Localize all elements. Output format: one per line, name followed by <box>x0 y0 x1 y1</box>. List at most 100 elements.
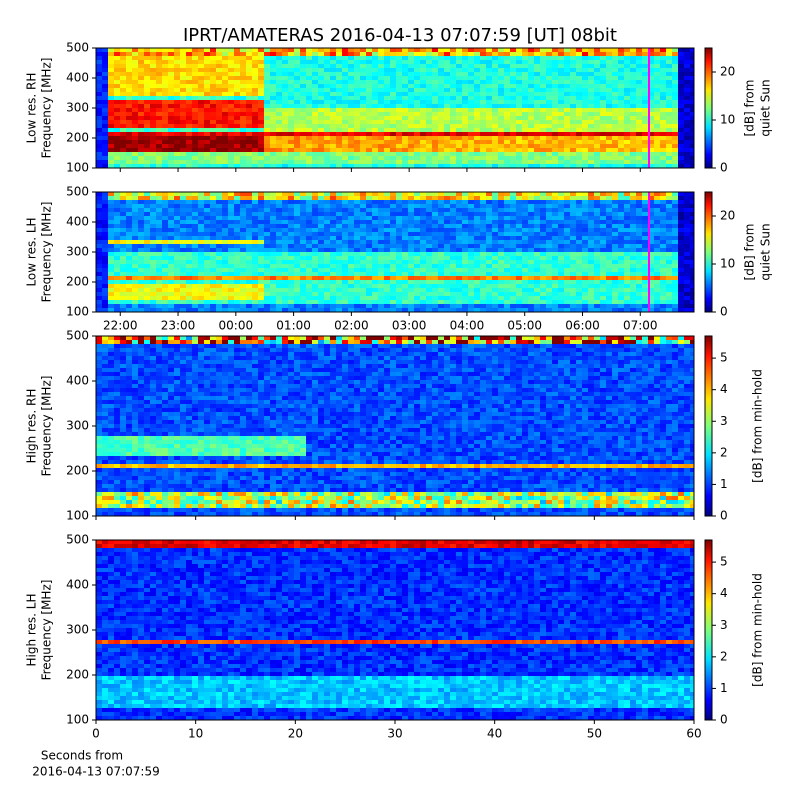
spectrogram-cell <box>342 260 348 264</box>
spectrogram-cell <box>168 264 174 268</box>
spectrogram-cell <box>234 228 240 232</box>
spectrogram-cell <box>222 276 228 280</box>
spectrogram-cell <box>432 68 438 72</box>
spectrogram-cell <box>150 132 156 136</box>
spectrogram-cell <box>234 140 240 144</box>
spectrogram-cell <box>156 260 162 264</box>
spectrogram-cell <box>330 132 336 136</box>
spectrogram-cell <box>540 156 546 160</box>
spectrogram-cell <box>348 104 354 108</box>
spectrogram-cell <box>486 208 492 212</box>
spectrogram-cell <box>228 284 234 288</box>
spectrogram-cell <box>258 68 264 72</box>
spectrogram-cell <box>354 104 360 108</box>
spectrogram-cell <box>114 144 120 148</box>
spectrogram-cell <box>270 224 276 228</box>
spectrogram-cell <box>216 196 222 200</box>
spectrogram-cell <box>576 96 582 100</box>
spectrogram-cell <box>540 104 546 108</box>
spectrogram-cell <box>390 136 396 140</box>
spectrogram-cell <box>240 76 246 80</box>
spectrogram-cell <box>306 284 312 288</box>
spectrogram-cell <box>288 108 294 112</box>
spectrogram-cell <box>264 104 270 108</box>
spectrogram-cell <box>186 204 192 208</box>
spectrogram-cell <box>366 132 372 136</box>
spectrogram-cell <box>624 56 630 60</box>
spectrogram-cell <box>132 108 138 112</box>
spectrogram-cell <box>564 60 570 64</box>
spectrogram-cell <box>156 112 162 116</box>
spectrogram-cell <box>282 108 288 112</box>
spectrogram-cell <box>300 76 306 80</box>
spectrogram-cell <box>318 192 324 196</box>
spectrogram-cell <box>408 48 414 52</box>
spectrogram-cell <box>192 164 198 168</box>
spectrogram-cell <box>312 76 318 80</box>
spectrogram-cell <box>198 208 204 212</box>
spectrogram-cell <box>486 48 492 52</box>
spectrogram-cell <box>282 84 288 88</box>
spectrogram-cell <box>672 80 678 84</box>
spectrogram-cell <box>138 60 144 64</box>
spectrogram-cell <box>330 60 336 64</box>
spectrogram-cell <box>192 304 198 308</box>
spectrogram-cell <box>300 84 306 88</box>
spectrogram-cell <box>270 80 276 84</box>
spectrogram-cell <box>480 300 486 304</box>
spectrogram-cell <box>288 268 294 272</box>
spectrogram-cell <box>354 204 360 208</box>
spectrogram-cell <box>600 60 606 64</box>
spectrogram-cell <box>492 96 498 100</box>
spectrogram-cell <box>198 156 204 160</box>
spectrogram-cell <box>336 212 342 216</box>
spectrogram-cell <box>372 116 378 120</box>
spectrogram-cell <box>228 156 234 160</box>
spectrogram-cell <box>384 236 390 240</box>
spectrogram-cell <box>258 264 264 268</box>
spectrogram-cell <box>348 220 354 224</box>
spectrogram-cell <box>342 252 348 256</box>
spectrogram-cell <box>354 304 360 308</box>
spectrogram-cell <box>330 48 336 52</box>
spectrogram-cell <box>354 244 360 248</box>
spectrogram-cell <box>342 296 348 300</box>
spectrogram-cell <box>168 196 174 200</box>
spectrogram-cell <box>450 68 456 72</box>
spectrogram-cell <box>228 204 234 208</box>
spectrogram-cell <box>306 216 312 220</box>
spectrogram-cell <box>306 128 312 132</box>
spectrogram-cell <box>216 140 222 144</box>
spectrogram-cell <box>366 72 372 76</box>
spectrogram-cell <box>294 112 300 116</box>
spectrogram-cell <box>384 156 390 160</box>
spectrogram-cell <box>474 152 480 156</box>
spectrogram-cell <box>204 68 210 72</box>
spectrogram-cell <box>432 80 438 84</box>
spectrogram-cell <box>174 64 180 68</box>
spectrogram-cell <box>288 252 294 256</box>
spectrogram-cell <box>546 160 552 164</box>
spectrogram-cell <box>198 92 204 96</box>
spectrogram-cell <box>306 80 312 84</box>
spectrogram-cell <box>252 192 258 196</box>
spectrogram-cell <box>144 288 150 292</box>
spectrogram-cell <box>480 68 486 72</box>
spectrogram-cell <box>294 88 300 92</box>
spectrogram-cell <box>210 148 216 152</box>
spectrogram-cell <box>258 304 264 308</box>
spectrogram-cell <box>132 292 138 296</box>
spectrogram-cell <box>318 288 324 292</box>
spectrogram-cell <box>162 276 168 280</box>
spectrogram-cell <box>594 124 600 128</box>
spectrogram-cell <box>420 248 426 252</box>
spectrogram-cell <box>276 196 282 200</box>
spectrogram-cell <box>678 140 684 144</box>
spectrogram-cell <box>330 240 336 244</box>
spectrogram-cell <box>432 208 438 212</box>
spectrogram-cell <box>204 116 210 120</box>
spectrogram-cell <box>186 132 192 136</box>
spectrogram-cell <box>162 280 168 284</box>
spectrogram-cell <box>576 116 582 120</box>
